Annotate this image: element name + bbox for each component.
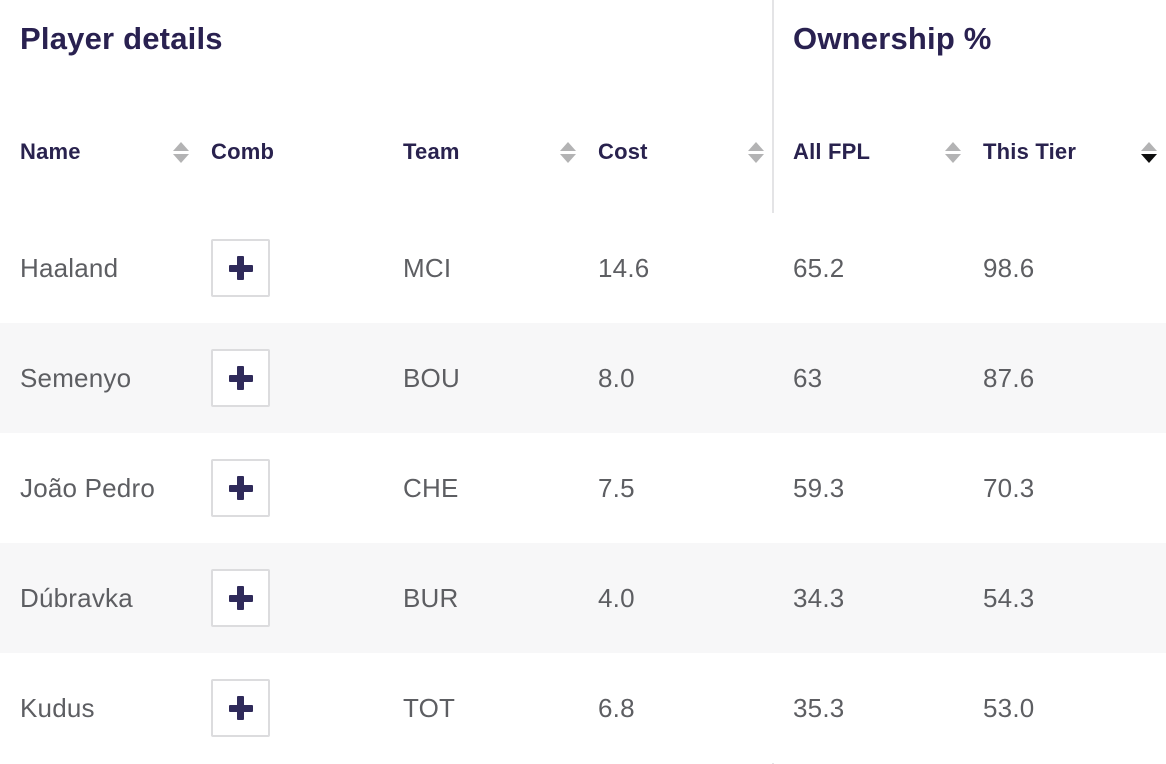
sort-arrows-icon[interactable] bbox=[945, 141, 961, 163]
sort-down-arrow bbox=[560, 153, 576, 163]
ownership-all-fpl: 35.3 bbox=[793, 692, 845, 723]
player-cost: 14.6 bbox=[598, 252, 650, 283]
ownership-all-fpl: 63 bbox=[793, 362, 823, 393]
add-to-comb-button[interactable] bbox=[211, 679, 270, 737]
player-team: MCI bbox=[403, 252, 452, 283]
column-header-comb: Comb bbox=[211, 124, 403, 180]
add-to-comb-button[interactable] bbox=[211, 459, 270, 517]
ownership-all-fpl: 34.3 bbox=[793, 582, 845, 613]
plus-icon bbox=[228, 366, 253, 390]
ownership-all-fpl: 59.3 bbox=[793, 472, 845, 503]
player-team: TOT bbox=[403, 692, 456, 723]
player-team: CHE bbox=[403, 472, 459, 503]
plus-icon bbox=[228, 476, 253, 500]
sort-down-arrow bbox=[748, 153, 764, 163]
plus-icon bbox=[228, 256, 253, 280]
plus-icon bbox=[228, 696, 253, 720]
sort-up-arrow bbox=[748, 141, 764, 151]
player-cost: 6.8 bbox=[598, 692, 635, 723]
column-header-this-tier-label: This Tier bbox=[983, 139, 1077, 164]
column-header-cost-label: Cost bbox=[598, 139, 648, 164]
player-name: Haaland bbox=[20, 252, 119, 283]
plus-icon bbox=[228, 586, 253, 610]
player-cost: 4.0 bbox=[598, 582, 635, 613]
ownership-this-tier: 98.6 bbox=[983, 252, 1035, 283]
player-cost: 7.5 bbox=[598, 472, 635, 503]
ownership-this-tier: 54.3 bbox=[983, 582, 1035, 613]
table-row: Haaland MCI 14.6 65.2 98.6 bbox=[0, 213, 1166, 323]
column-header-team-label: Team bbox=[403, 139, 460, 164]
table-body: Haaland MCI 14.6 65.2 98.6 Semenyo BOU 8… bbox=[0, 213, 1166, 763]
table-row: Semenyo BOU 8.0 63 87.6 bbox=[0, 323, 1166, 433]
sort-down-arrow bbox=[945, 153, 961, 163]
column-header-name-label: Name bbox=[20, 139, 81, 164]
add-to-comb-button[interactable] bbox=[211, 239, 270, 297]
table-header-row: Name Comb Team Cost All FPL This Tier bbox=[0, 124, 1166, 180]
sort-down-arrow bbox=[1141, 153, 1157, 163]
table-row: João Pedro CHE 7.5 59.3 70.3 bbox=[0, 433, 1166, 543]
player-name: Semenyo bbox=[20, 362, 132, 393]
column-header-all-fpl-label: All FPL bbox=[793, 139, 871, 164]
column-header-name[interactable]: Name bbox=[20, 124, 211, 180]
player-name: Kudus bbox=[20, 692, 95, 723]
sort-arrows-icon[interactable] bbox=[748, 141, 764, 163]
add-to-comb-button[interactable] bbox=[211, 569, 270, 627]
sort-up-arrow bbox=[945, 141, 961, 151]
ownership-all-fpl: 65.2 bbox=[793, 252, 845, 283]
player-team: BUR bbox=[403, 582, 459, 613]
sort-arrows-icon[interactable] bbox=[173, 141, 189, 163]
player-details-title: Player details bbox=[20, 21, 223, 56]
sort-up-arrow bbox=[1141, 141, 1157, 151]
sort-arrows-icon[interactable] bbox=[560, 141, 576, 163]
sort-down-arrow bbox=[173, 153, 189, 163]
ownership-this-tier: 70.3 bbox=[983, 472, 1035, 503]
player-team: BOU bbox=[403, 362, 460, 393]
ownership-this-tier: 53.0 bbox=[983, 692, 1035, 723]
player-name: Dúbravka bbox=[20, 582, 133, 613]
ownership-title: Ownership % bbox=[793, 21, 992, 56]
player-cost: 8.0 bbox=[598, 362, 635, 393]
sort-up-arrow bbox=[560, 141, 576, 151]
sort-up-arrow bbox=[173, 141, 189, 151]
sort-arrows-icon-active-desc[interactable] bbox=[1141, 141, 1157, 163]
table-row: Dúbravka BUR 4.0 34.3 54.3 bbox=[0, 543, 1166, 653]
column-header-this-tier[interactable]: This Tier bbox=[983, 124, 1166, 180]
player-name: João Pedro bbox=[20, 472, 155, 503]
column-header-all-fpl[interactable]: All FPL bbox=[793, 124, 983, 180]
column-header-comb-label: Comb bbox=[211, 139, 275, 164]
column-header-team[interactable]: Team bbox=[403, 124, 598, 180]
column-header-cost[interactable]: Cost bbox=[598, 124, 773, 180]
ownership-this-tier: 87.6 bbox=[983, 362, 1035, 393]
add-to-comb-button[interactable] bbox=[211, 349, 270, 407]
table-row: Kudus TOT 6.8 35.3 53.0 bbox=[0, 653, 1166, 763]
